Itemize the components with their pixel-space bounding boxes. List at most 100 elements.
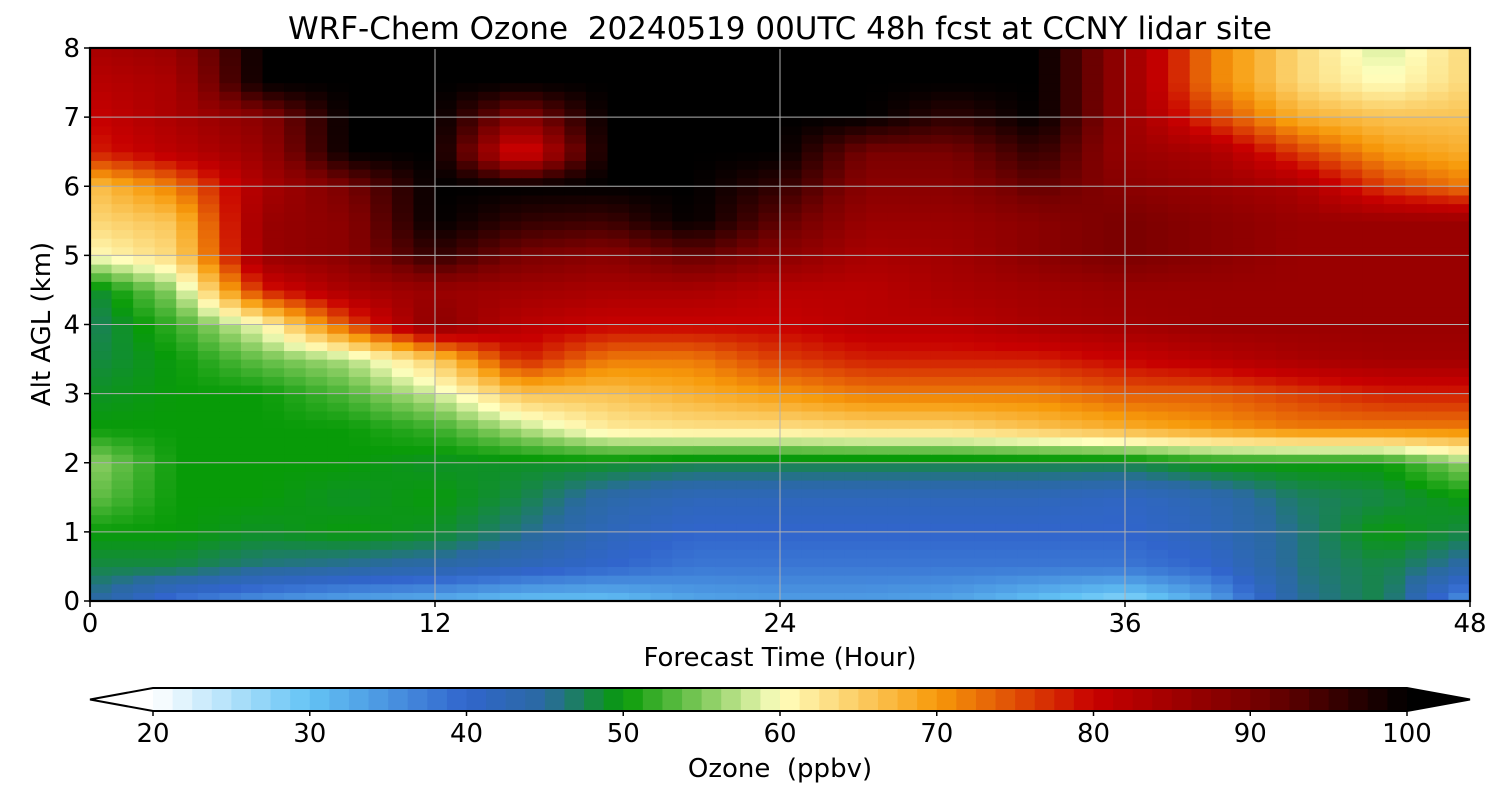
heatmap-cell xyxy=(715,333,738,343)
heatmap-cell xyxy=(887,229,910,239)
heatmap-cell xyxy=(1426,186,1450,196)
heatmap-cell xyxy=(1038,514,1061,524)
heatmap-cell xyxy=(823,56,846,66)
heatmap-cell xyxy=(499,177,522,187)
heatmap-cell xyxy=(499,350,522,360)
heatmap-cell xyxy=(542,402,565,412)
heatmap-cell xyxy=(823,194,846,205)
heatmap-cell xyxy=(391,384,415,395)
heatmap-cell xyxy=(1362,108,1385,118)
heatmap-cell xyxy=(1146,384,1169,395)
heatmap-cell xyxy=(672,367,695,377)
heatmap-cell xyxy=(1340,410,1363,421)
heatmap-cell xyxy=(758,212,781,222)
heatmap-cell xyxy=(240,359,264,369)
heatmap-cell xyxy=(1362,497,1385,507)
heatmap-cell xyxy=(262,531,285,542)
heatmap-cell xyxy=(629,428,652,438)
heatmap-cell xyxy=(1125,436,1148,447)
heatmap-cell xyxy=(1125,125,1148,136)
heatmap-cell xyxy=(693,384,716,395)
heatmap-cell xyxy=(823,289,846,300)
heatmap-cell xyxy=(995,549,1018,559)
heatmap-cell xyxy=(542,333,565,343)
heatmap-cell xyxy=(1448,289,1470,300)
heatmap-cell xyxy=(1211,592,1234,601)
heatmap-cell xyxy=(715,48,738,58)
heatmap-cell xyxy=(715,289,738,300)
heatmap-cell xyxy=(262,281,285,291)
heatmap-cell xyxy=(1319,333,1342,343)
heatmap-cell xyxy=(1017,220,1040,231)
heatmap-cell xyxy=(197,341,220,352)
heatmap-cell xyxy=(154,212,177,222)
heatmap-cell xyxy=(564,186,587,196)
heatmap-cell xyxy=(650,350,673,360)
heatmap-cell xyxy=(952,272,975,282)
heatmap-cell xyxy=(154,220,177,231)
colorbar-segment xyxy=(975,688,997,711)
heatmap-cell xyxy=(823,583,846,593)
heatmap-cell xyxy=(197,402,220,412)
heatmap-cell xyxy=(974,480,997,490)
heatmap-cell xyxy=(1232,419,1255,429)
heatmap-cell xyxy=(1448,583,1470,593)
heatmap-cell xyxy=(672,575,695,585)
heatmap-cell xyxy=(995,341,1018,352)
heatmap-cell xyxy=(1038,238,1061,248)
heatmap-cell xyxy=(478,523,501,533)
heatmap-cell xyxy=(909,315,932,326)
heatmap-cell xyxy=(391,203,415,213)
heatmap-cell xyxy=(456,134,479,144)
heatmap-cell xyxy=(197,367,220,377)
heatmap-cell xyxy=(1081,246,1105,256)
heatmap-cell xyxy=(262,367,285,377)
heatmap-cell xyxy=(1448,402,1470,412)
heatmap-cell xyxy=(1362,531,1385,542)
heatmap-cell xyxy=(866,108,889,118)
heatmap-cell xyxy=(887,134,910,144)
colorbar-segment xyxy=(1191,688,1212,711)
heatmap-cell xyxy=(887,549,910,559)
heatmap-cell xyxy=(197,480,220,490)
heatmap-cell xyxy=(1211,212,1234,222)
heatmap-cell xyxy=(521,160,544,170)
heatmap-cell xyxy=(801,298,824,308)
heatmap-cell xyxy=(456,281,479,291)
heatmap-cell xyxy=(629,445,652,455)
heatmap-cell xyxy=(456,531,479,542)
heatmap-cell xyxy=(499,436,522,447)
colorbar-segment xyxy=(309,688,330,711)
heatmap-cell xyxy=(499,341,522,352)
heatmap-cell xyxy=(930,186,954,196)
heatmap-cell xyxy=(887,220,910,231)
heatmap-cell xyxy=(1383,384,1406,395)
heatmap-cell xyxy=(585,549,609,559)
heatmap-cell xyxy=(521,65,544,75)
heatmap-cell xyxy=(348,410,371,421)
heatmap-cell xyxy=(90,168,113,179)
heatmap-cell xyxy=(650,436,673,447)
heatmap-cell xyxy=(1405,462,1428,472)
heatmap-cell xyxy=(1297,471,1320,481)
heatmap-cell xyxy=(715,91,738,101)
heatmap-cell xyxy=(974,445,997,455)
heatmap-cell xyxy=(715,203,738,213)
heatmap-cell xyxy=(240,333,264,343)
heatmap-cell xyxy=(823,143,846,153)
heatmap-cell xyxy=(1383,264,1406,274)
heatmap-cell xyxy=(650,108,673,118)
heatmap-cell xyxy=(801,186,824,196)
heatmap-cell xyxy=(1340,523,1363,533)
heatmap-cell xyxy=(133,393,156,403)
heatmap-cell xyxy=(1297,56,1320,66)
heatmap-cell xyxy=(176,436,199,447)
heatmap-cell xyxy=(327,186,350,196)
heatmap-cell xyxy=(1017,151,1040,161)
heatmap-cell xyxy=(521,151,544,161)
heatmap-cell xyxy=(435,125,458,136)
heatmap-cell xyxy=(909,194,932,205)
heatmap-cell xyxy=(1038,549,1061,559)
heatmap-cell xyxy=(305,454,328,464)
heatmap-cell xyxy=(90,82,113,92)
